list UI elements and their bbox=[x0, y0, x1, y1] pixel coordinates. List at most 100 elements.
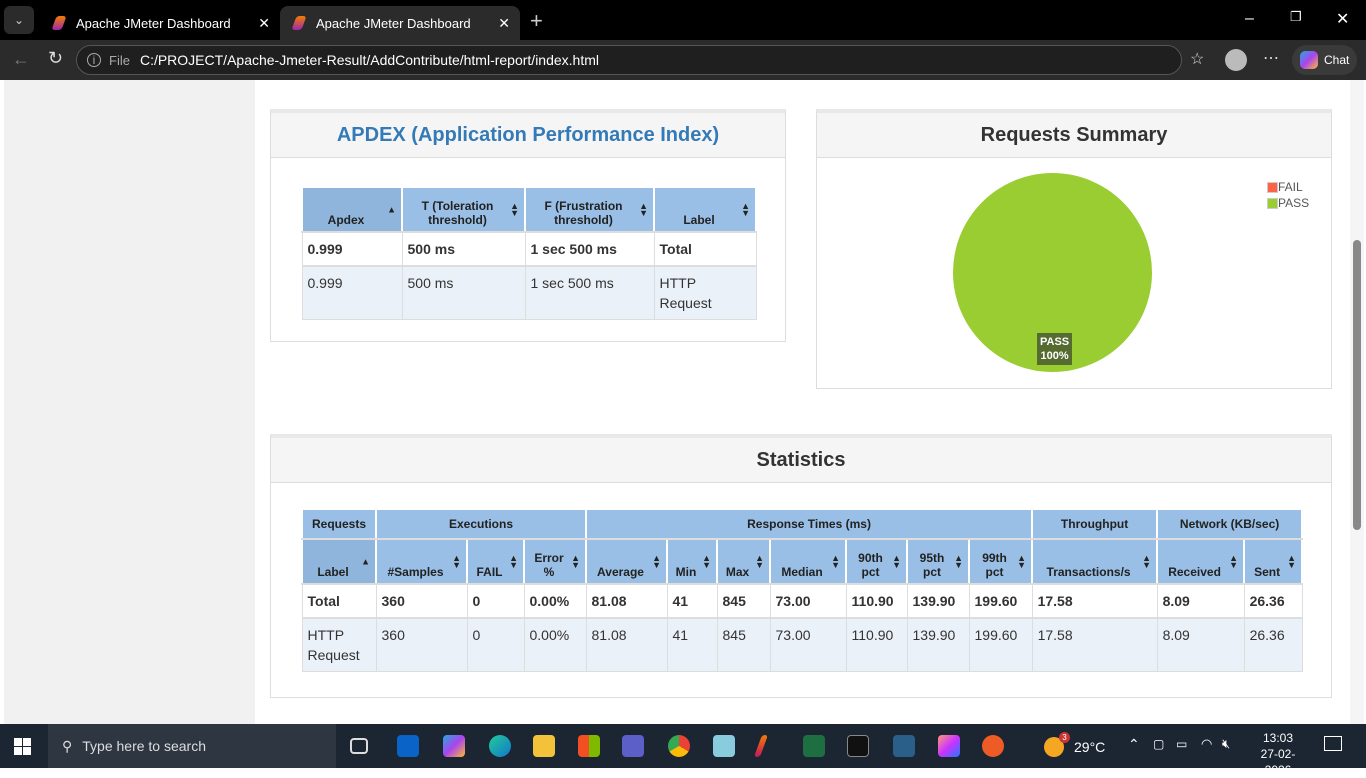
sort-icon: ▲ ▼ bbox=[1229, 552, 1239, 570]
statistics-title: Statistics bbox=[271, 438, 1331, 483]
sent-col-header[interactable]: Sent ▲ ▼ bbox=[1243, 538, 1304, 585]
label-col-header[interactable]: Label ▲ ▼ bbox=[653, 186, 757, 233]
tab-list-button[interactable]: ⌄ bbox=[4, 6, 34, 34]
weather-temp: 29°C bbox=[1074, 739, 1106, 755]
task-view-icon[interactable] bbox=[350, 738, 368, 754]
pct90-cell: 110.90 bbox=[845, 617, 908, 672]
pct90-cell: 110.90 bbox=[845, 583, 908, 619]
close-tab-icon[interactable]: ✕ bbox=[258, 14, 270, 31]
transactions-col-header[interactable]: Transactions/s ▲ ▼ bbox=[1031, 538, 1159, 585]
notes-icon[interactable] bbox=[713, 735, 735, 757]
copilot-icon[interactable] bbox=[443, 735, 465, 757]
samples-cell: 360 bbox=[375, 583, 468, 619]
close-window-button[interactable]: ✕ bbox=[1336, 11, 1350, 28]
fail-col-header[interactable]: FAIL ▲ ▼ bbox=[466, 538, 525, 585]
table-row-total: 0.999 500 ms 1 sec 500 ms Total bbox=[301, 231, 757, 267]
outlook-icon[interactable] bbox=[397, 735, 419, 757]
start-button[interactable] bbox=[14, 738, 31, 755]
samples-cell: 360 bbox=[375, 617, 468, 672]
tab-bar: ⌄ Apache JMeter Dashboard ✕ Apache JMeter… bbox=[0, 0, 1366, 40]
camera-icon[interactable]: ▢ bbox=[1153, 737, 1165, 751]
sort-icon: ▲ ▼ bbox=[755, 552, 765, 570]
pct99-cell: 199.60 bbox=[968, 583, 1033, 619]
legend-item-fail[interactable]: FAIL bbox=[1267, 179, 1309, 195]
refresh-icon[interactable]: ↻ bbox=[48, 48, 64, 68]
sort-icon: ▲ ▼ bbox=[510, 200, 519, 218]
jmeter-favicon-icon bbox=[291, 16, 307, 30]
info-icon[interactable]: i bbox=[87, 53, 101, 67]
pct95-col-header[interactable]: 95th pct ▲ ▼ bbox=[906, 538, 971, 585]
average-col-header[interactable]: Average ▲ ▼ bbox=[585, 538, 669, 585]
mysql-workbench-icon[interactable] bbox=[893, 735, 915, 757]
toleration-col-header[interactable]: T (Toleration threshold) ▲ ▼ bbox=[401, 186, 526, 233]
fail-cell: 0 bbox=[466, 617, 525, 672]
transactions-cell: 17.58 bbox=[1031, 617, 1158, 672]
apdex-col-header[interactable]: Apdex ▲ bbox=[301, 186, 403, 233]
volume-muted-icon[interactable]: 🔇︎ bbox=[1222, 736, 1231, 751]
search-icon: ⚲ bbox=[62, 737, 73, 754]
min-cell: 41 bbox=[666, 583, 718, 619]
minimize-button[interactable]: – bbox=[1245, 10, 1254, 27]
sort-icon: ▲ ▼ bbox=[571, 552, 581, 570]
profile-avatar[interactable] bbox=[1225, 49, 1247, 71]
weather-badge: 3 bbox=[1059, 732, 1070, 743]
scrollbar-thumb[interactable] bbox=[1353, 240, 1361, 530]
store-icon[interactable] bbox=[578, 735, 600, 757]
label-col-header[interactable]: Label ▲ bbox=[301, 538, 377, 585]
sort-icon: ▲ ▼ bbox=[639, 200, 648, 218]
samples-col-header[interactable]: #Samples ▲ ▼ bbox=[375, 538, 468, 585]
notifications-icon[interactable] bbox=[1324, 736, 1342, 751]
min-col-header[interactable]: Min ▲ ▼ bbox=[666, 538, 719, 585]
taskbar-search[interactable]: ⚲ Type here to search bbox=[48, 724, 336, 768]
new-tab-button[interactable]: + bbox=[530, 8, 543, 33]
wifi-icon[interactable]: ◠ bbox=[1201, 736, 1213, 751]
more-icon[interactable]: ⋯ bbox=[1263, 50, 1279, 67]
sort-icon: ▲ ▼ bbox=[741, 200, 750, 218]
dashboard-sidebar bbox=[4, 80, 255, 724]
weather-widget[interactable]: 3 29°C bbox=[1044, 732, 1106, 757]
tab-1[interactable]: Apache JMeter Dashboard ✕ bbox=[40, 6, 280, 40]
table-row: 0.999 500 ms 1 sec 500 ms HTTP Request bbox=[301, 265, 757, 320]
url-scheme-label: File bbox=[109, 52, 130, 68]
battery-icon[interactable]: ▭ bbox=[1176, 737, 1188, 751]
restore-button[interactable]: ❐ bbox=[1290, 9, 1302, 24]
file-explorer-icon[interactable] bbox=[533, 735, 555, 757]
jmeter-icon[interactable] bbox=[753, 735, 769, 757]
terminal-icon[interactable] bbox=[847, 735, 869, 757]
excel-icon[interactable] bbox=[803, 735, 825, 757]
requests-summary-panel: Requests Summary PASS 100% FAIL PASS bbox=[816, 109, 1332, 389]
median-col-header[interactable]: Median ▲ ▼ bbox=[769, 538, 848, 585]
tab-2-active[interactable]: Apache JMeter Dashboard ✕ bbox=[280, 6, 520, 40]
sort-icon: ▲ ▼ bbox=[892, 552, 902, 570]
apdex-title: APDEX (Application Performance Index) bbox=[271, 113, 785, 158]
intellij-icon[interactable] bbox=[938, 735, 960, 757]
average-cell: 81.08 bbox=[585, 583, 668, 619]
legend-item-pass[interactable]: PASS bbox=[1267, 195, 1309, 211]
edge-icon[interactable] bbox=[489, 735, 511, 757]
group-executions: Executions bbox=[374, 508, 588, 540]
error-pct-col-header[interactable]: Error % ▲ ▼ bbox=[522, 538, 588, 585]
teams-icon[interactable] bbox=[622, 735, 644, 757]
address-bar[interactable]: i File C:/PROJECT/Apache-Jmeter-Result/A… bbox=[76, 45, 1182, 75]
chat-label: Chat bbox=[1324, 53, 1350, 67]
error-pct-cell: 0.00% bbox=[523, 617, 587, 672]
chrome-icon[interactable] bbox=[668, 735, 690, 757]
tray-chevron-icon[interactable]: ⌃ bbox=[1128, 736, 1140, 752]
apdex-panel: APDEX (Application Performance Index) Ap… bbox=[270, 109, 786, 342]
favorites-icon[interactable]: ☆ bbox=[1190, 51, 1205, 68]
copilot-chat-button[interactable]: Chat bbox=[1292, 45, 1358, 75]
scrollbar[interactable] bbox=[1350, 80, 1364, 724]
frustration-col-header[interactable]: F (Frustration threshold) ▲ ▼ bbox=[524, 186, 655, 233]
pct99-col-header[interactable]: 99th pct ▲ ▼ bbox=[968, 538, 1034, 585]
error-pct-cell: 0.00% bbox=[523, 583, 587, 619]
close-tab-icon[interactable]: ✕ bbox=[498, 14, 510, 31]
url-text: C:/PROJECT/Apache-Jmeter-Result/AddContr… bbox=[139, 52, 600, 68]
requests-summary-title: Requests Summary bbox=[817, 113, 1331, 158]
table-row-total: Total 360 0 0.00% 81.08 41 845 73.00 110.90 139.9… bbox=[301, 583, 1303, 619]
max-col-header[interactable]: Max ▲ ▼ bbox=[716, 538, 772, 585]
postman-icon[interactable] bbox=[982, 735, 1004, 757]
received-col-header[interactable]: Received ▲ ▼ bbox=[1156, 538, 1246, 585]
back-icon[interactable]: ← bbox=[12, 49, 30, 69]
pct90-col-header[interactable]: 90th pct ▲ ▼ bbox=[845, 538, 909, 585]
clock[interactable]: 13:03 27-02-2026 bbox=[1260, 731, 1296, 777]
